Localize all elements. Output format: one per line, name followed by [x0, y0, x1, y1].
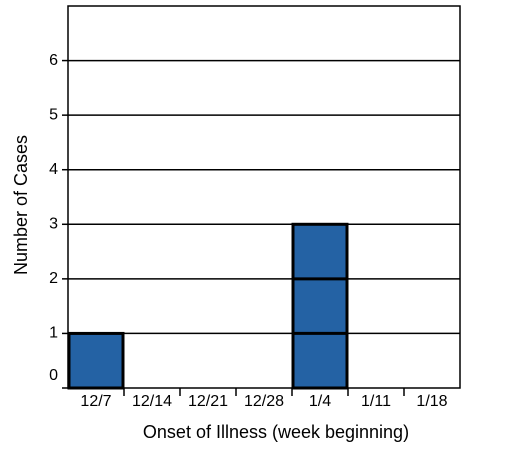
x-tick-label: 12/28	[244, 393, 284, 410]
y-tick-label: 4	[49, 161, 58, 178]
bar	[291, 222, 349, 390]
x-axis-label: Onset of Illness (week beginning)	[143, 422, 409, 442]
y-tick-label: 3	[49, 216, 58, 233]
x-tick-label: 12/14	[132, 393, 172, 410]
x-tick-label: 1/11	[361, 393, 391, 410]
x-tick-label: 1/18	[416, 393, 447, 410]
y-tick-label: 6	[49, 52, 58, 69]
y-tick-label: 0	[49, 367, 58, 384]
bar	[67, 331, 125, 390]
x-tick-label: 1/4	[309, 393, 331, 410]
y-tick-label: 1	[49, 325, 58, 342]
plot-frame	[67, 5, 461, 389]
x-tick-label: 12/21	[188, 393, 228, 410]
x-tick-label: 12/7	[80, 393, 111, 410]
y-tick-label: 5	[49, 106, 58, 123]
y-tick-label: 2	[49, 270, 58, 287]
y-axis-label: Number of Cases	[11, 135, 31, 275]
